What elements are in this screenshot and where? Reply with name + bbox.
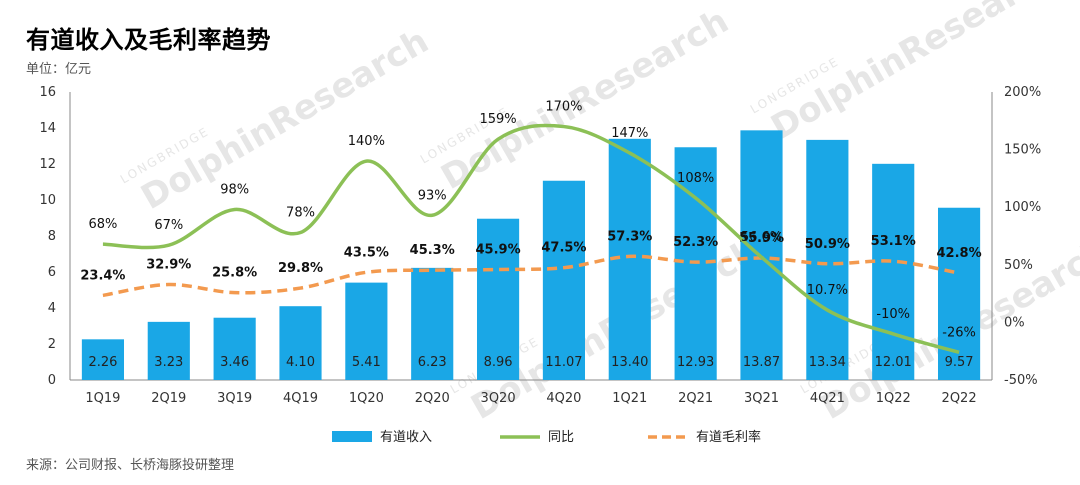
x-axis-tick-label: 1Q20: [349, 391, 384, 406]
left-axis-tick-label: 16: [39, 85, 56, 100]
right-axis-tick-label: 100%: [1004, 200, 1041, 215]
yoy-data-label: 147%: [611, 126, 648, 141]
yoy-data-label: 159%: [479, 112, 516, 127]
right-axis-tick-label: 0%: [1004, 315, 1025, 330]
gross-margin-data-label: 32.9%: [146, 257, 191, 272]
left-axis-tick-label: 12: [39, 157, 56, 172]
gross-margin-data-label: 57.3%: [607, 229, 652, 244]
left-axis-tick-label: 8: [48, 229, 56, 244]
bar-data-label: 4.10: [286, 355, 315, 370]
gross-margin-data-label: 42.8%: [937, 246, 982, 261]
gross-margin-data-label: 47.5%: [541, 241, 586, 256]
gross-margin-data-label: 25.8%: [212, 266, 257, 281]
x-axis-tick-label: 1Q19: [85, 391, 120, 406]
x-axis-tick-label: 4Q21: [810, 391, 845, 406]
bar-data-label: 11.07: [545, 355, 582, 370]
yoy-data-label: 140%: [348, 134, 385, 149]
gross-margin-data-label: 53.1%: [871, 234, 916, 249]
gross-margin-data-label: 52.3%: [673, 235, 718, 250]
line-gross-margin: [102, 254, 960, 298]
bar-data-label: 12.01: [875, 355, 912, 370]
left-axis-tick-label: 14: [39, 121, 56, 136]
x-axis-tick-label: 4Q19: [283, 391, 318, 406]
bar-revenue: [81, 339, 125, 380]
line-yoy: [102, 123, 960, 355]
gross-margin-data-label: 29.8%: [278, 261, 323, 276]
bar-revenue: [147, 321, 190, 380]
gross-margin-data-label: 23.4%: [80, 268, 125, 283]
left-axis-tick-label: 4: [48, 301, 56, 316]
x-axis-tick-label: 2Q22: [942, 391, 977, 406]
yoy-data-label: 10.7%: [807, 283, 848, 298]
legend-label-revenue: 有道收入: [380, 430, 432, 445]
x-axis-tick-label: 2Q19: [151, 391, 186, 406]
bar-data-label: 5.41: [352, 355, 381, 370]
bar-data-label: 8.96: [484, 355, 513, 370]
bar-revenue: [279, 306, 322, 380]
bar-data-label: 13.87: [743, 355, 780, 370]
yoy-data-label: 170%: [545, 100, 582, 115]
right-axis-tick-label: 50%: [1004, 258, 1033, 273]
bar-revenue: [345, 282, 388, 380]
bar-revenue: [411, 267, 454, 380]
bar-revenue: [872, 163, 915, 380]
gross-margin-data-label: 50.9%: [805, 237, 850, 252]
gross-margin-data-label: 55.9%: [739, 231, 784, 246]
gross-margin-data-label: 43.5%: [344, 245, 389, 260]
x-axis-tick-label: 3Q19: [217, 391, 252, 406]
yoy-data-label: 98%: [220, 183, 249, 198]
x-axis-tick-label: 3Q21: [744, 391, 779, 406]
x-axis-tick-label: 1Q21: [612, 391, 647, 406]
right-axis-tick-label: 150%: [1004, 143, 1041, 158]
x-axis-tick-label: 1Q22: [876, 391, 911, 406]
bar-data-label: 13.34: [809, 355, 846, 370]
bar-data-label: 3.46: [220, 355, 249, 370]
yoy-data-label: 78%: [286, 206, 315, 221]
source-note: 来源：公司财报、长桥海豚投研整理: [26, 458, 235, 473]
bar-revenue: [806, 139, 849, 380]
yoy-data-label: 56.6%: [741, 230, 782, 245]
chart-title: 有道收入及毛利率趋势: [26, 26, 271, 54]
x-axis-tick-label: 3Q20: [481, 391, 516, 406]
legend-label-yoy: 同比: [548, 430, 574, 445]
bar-data-label: 6.23: [418, 355, 447, 370]
gross-margin-data-label: 45.3%: [410, 243, 455, 258]
x-axis-tick-label: 2Q20: [415, 391, 450, 406]
bar-revenue: [476, 218, 520, 380]
yoy-data-label: -26%: [942, 325, 976, 340]
unit-label: 单位：亿元: [26, 62, 92, 77]
left-axis-tick-label: 10: [39, 193, 56, 208]
bar-data-label: 13.40: [611, 355, 648, 370]
left-axis-tick-label: 6: [48, 265, 56, 280]
yoy-data-label: 108%: [677, 171, 714, 186]
legend-swatch-revenue: [332, 431, 372, 442]
legend-label-gross-margin: 有道毛利率: [696, 429, 761, 445]
yoy-data-label: 67%: [154, 218, 183, 233]
bar-revenue: [213, 317, 256, 380]
yoy-data-label: 68%: [88, 217, 117, 232]
x-axis-tick-label: 2Q21: [678, 391, 713, 406]
bar-data-label: 3.23: [154, 355, 183, 370]
bar-revenue: [542, 180, 586, 380]
right-axis-tick-label: -50%: [1004, 373, 1038, 388]
gross-margin-data-label: 45.9%: [476, 243, 521, 258]
bar-data-label: 9.57: [945, 355, 974, 370]
bar-data-label: 12.93: [677, 355, 714, 370]
bar-data-label: 2.26: [88, 355, 117, 370]
left-axis-tick-label: 2: [48, 337, 56, 352]
yoy-data-label: -10%: [876, 307, 910, 322]
watermark-text: DolphinResearch: [135, 21, 436, 218]
left-axis-tick-label: 0: [48, 373, 56, 388]
right-axis-tick-label: 200%: [1004, 85, 1041, 100]
yoy-data-label: 93%: [418, 188, 447, 203]
x-axis-tick-label: 4Q20: [546, 391, 581, 406]
